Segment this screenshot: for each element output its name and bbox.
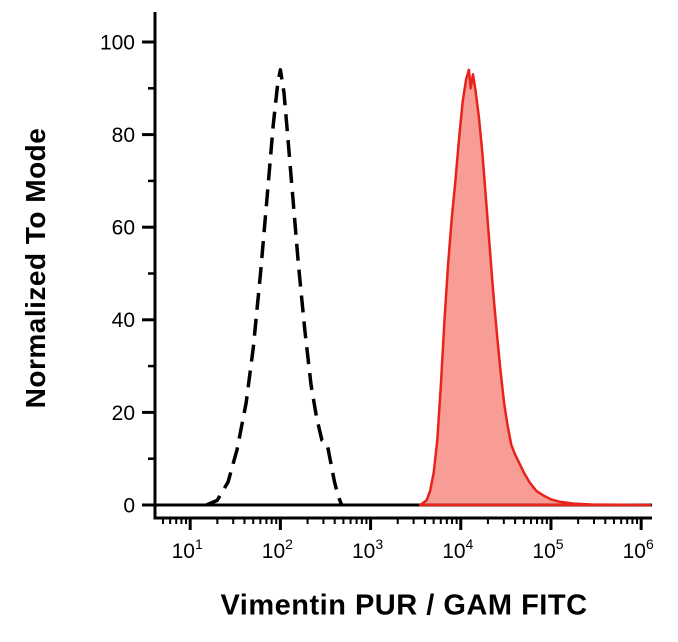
y-tick-label: 20 bbox=[112, 402, 135, 425]
x-tick-label: 103 bbox=[352, 536, 383, 563]
y-tick-label: 60 bbox=[112, 217, 135, 240]
x-tick-label: 104 bbox=[442, 536, 473, 563]
x-tick-label: 105 bbox=[532, 536, 563, 563]
y-tick-label: 0 bbox=[123, 494, 135, 517]
control-curve bbox=[205, 68, 344, 507]
y-tick-label: 100 bbox=[100, 31, 135, 54]
sample-curve bbox=[418, 68, 652, 507]
x-tick-label: 102 bbox=[262, 536, 293, 563]
x-tick-label: 106 bbox=[623, 536, 654, 563]
y-tick-label: 40 bbox=[112, 309, 135, 332]
y-tick-label: 80 bbox=[112, 124, 135, 147]
x-tick-label: 101 bbox=[172, 536, 203, 563]
x-axis-label: Vimentin PUR / GAM FITC bbox=[220, 589, 588, 622]
y-axis-label: Normalized To Mode bbox=[20, 127, 51, 409]
